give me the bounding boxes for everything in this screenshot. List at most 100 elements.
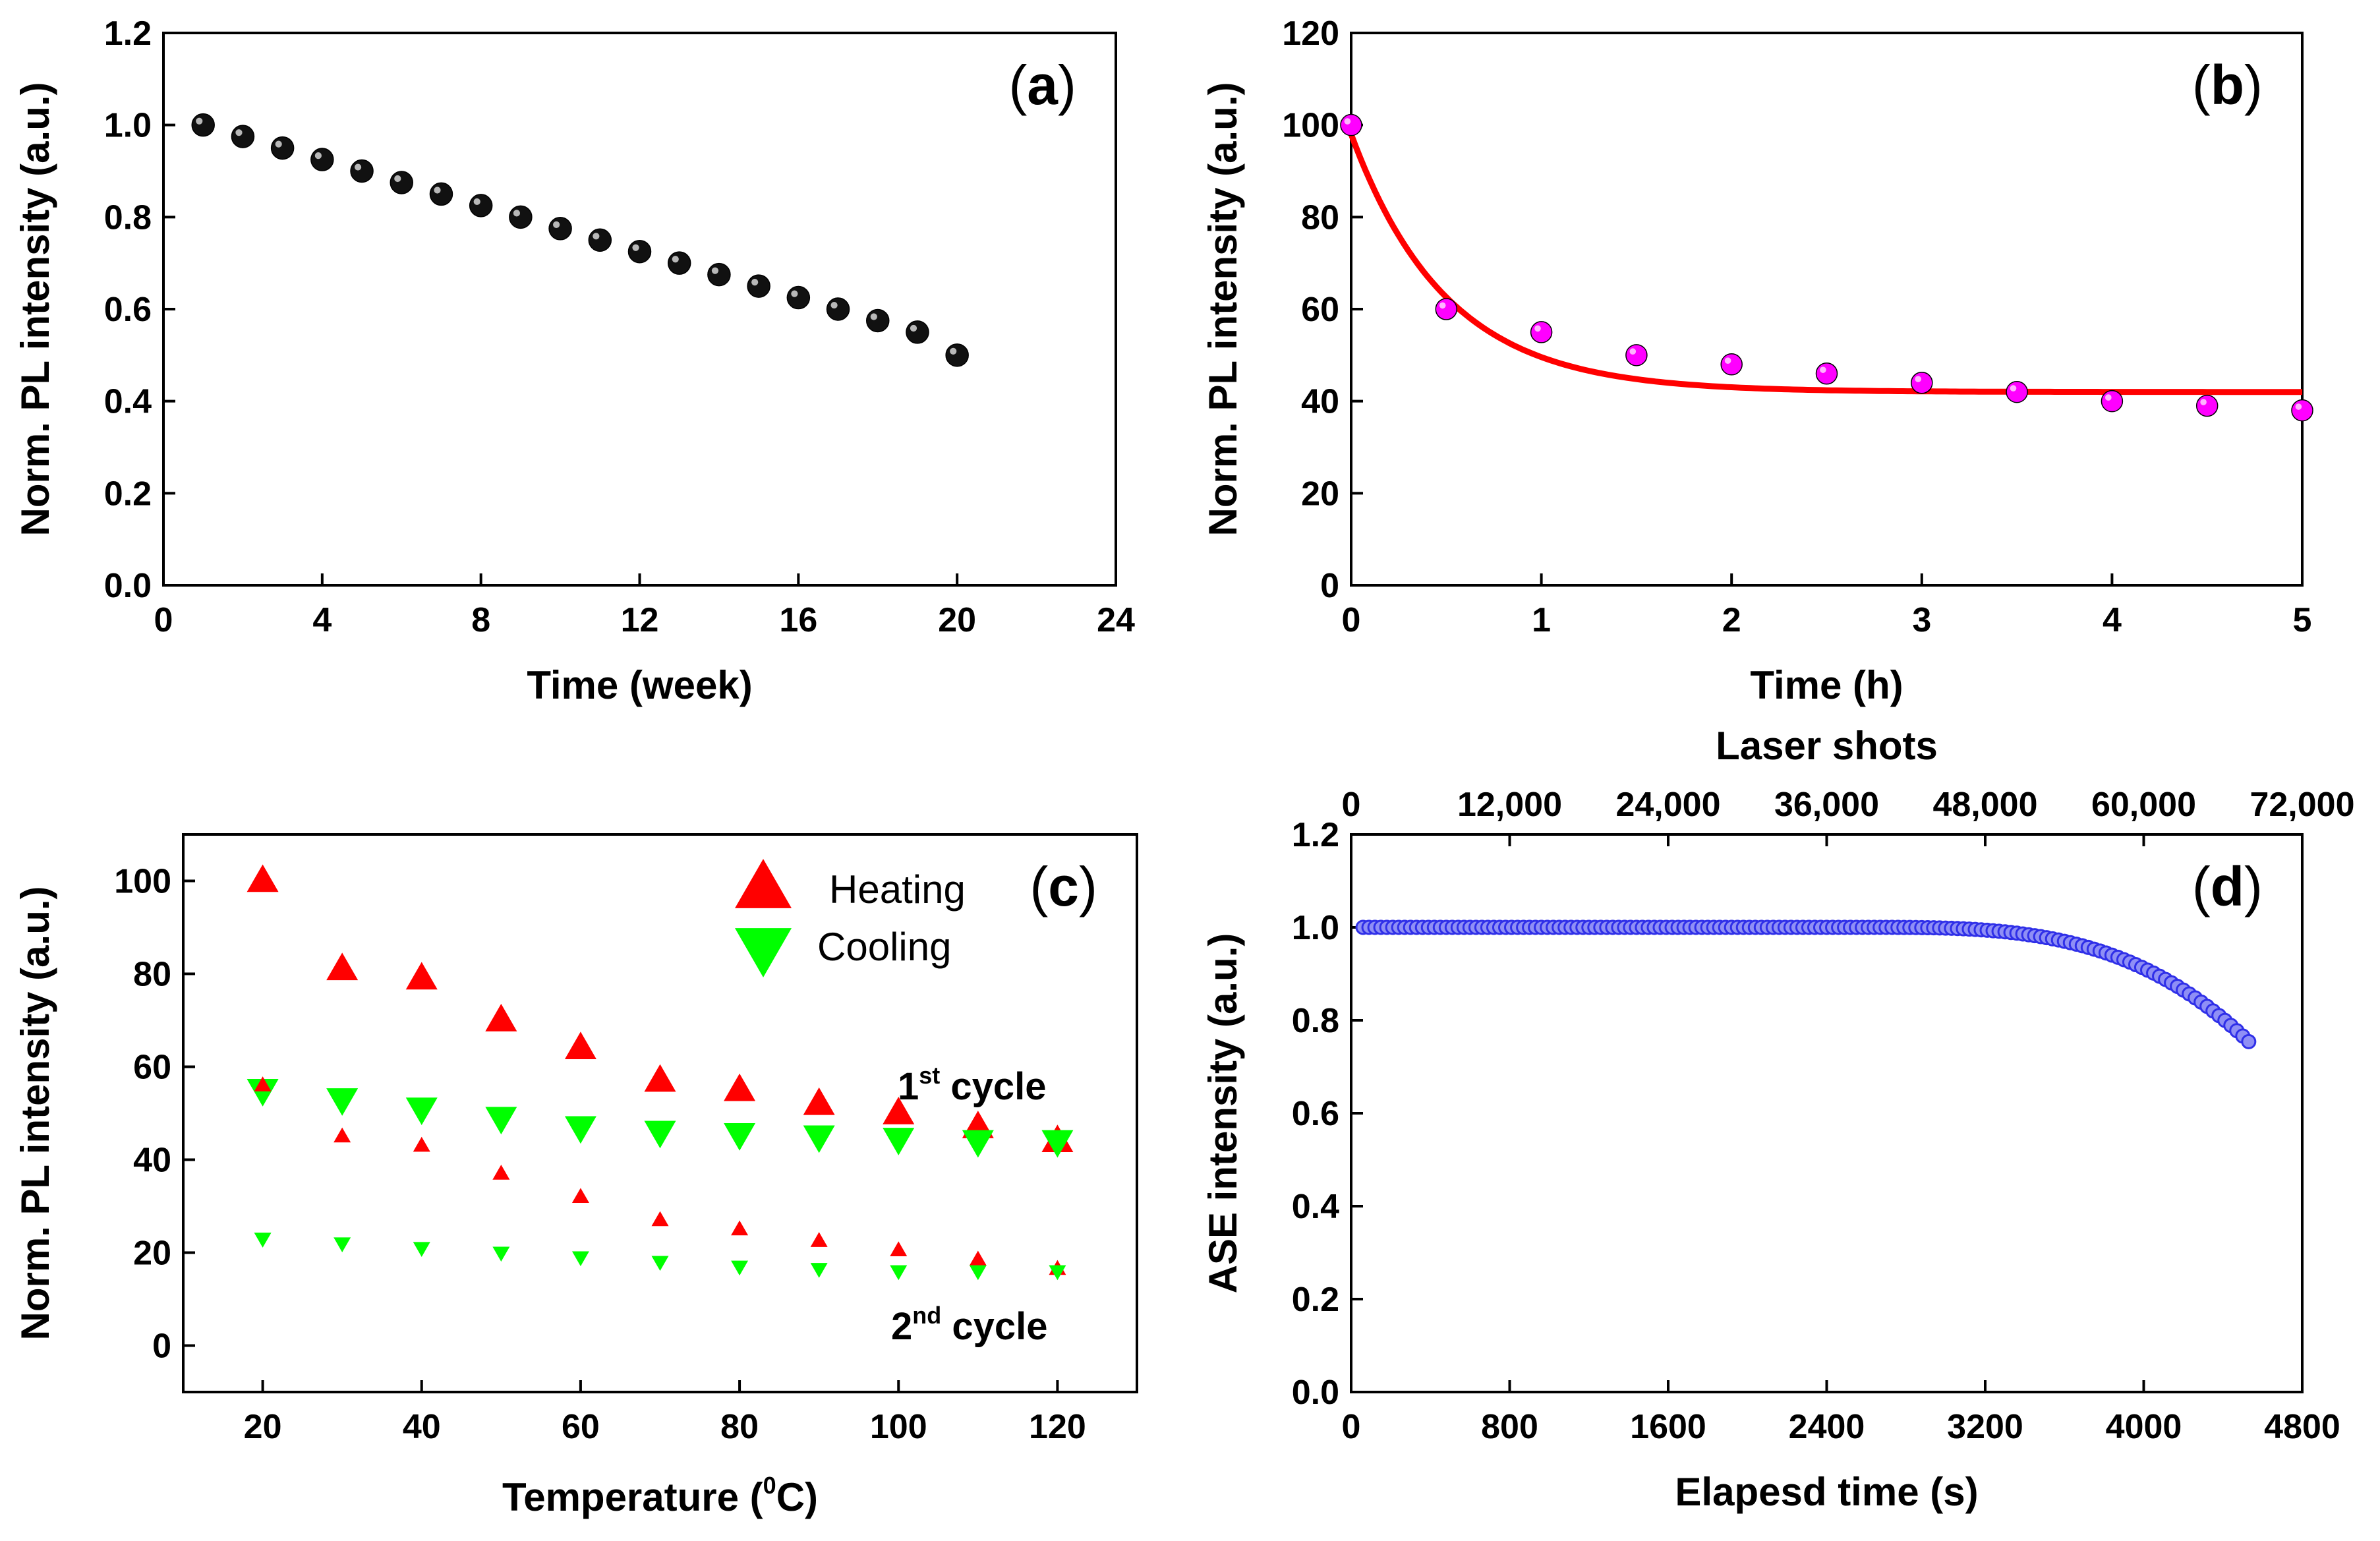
x-axis-label-tail: C): [776, 1475, 818, 1519]
data-point-heating: [485, 1003, 517, 1032]
data-point: [945, 343, 969, 367]
y-tick-label: 20: [133, 1235, 171, 1273]
annotation-1st-cycle: 1st cycle: [898, 1062, 1047, 1108]
data-point-highlight: [235, 129, 243, 136]
annotation-2nd-num: 2: [891, 1305, 912, 1348]
data-point: [627, 239, 652, 264]
x-tick-label: 4000: [2106, 1408, 2182, 1446]
data-point-cooling: [485, 1107, 517, 1135]
data-point-highlight: [434, 187, 441, 194]
data-point: [390, 171, 413, 194]
data-point-highlight: [1629, 348, 1637, 355]
y-tick-label: 80: [1301, 198, 1339, 237]
y-tick-label: 1.0: [104, 107, 152, 145]
legend-heating-label: Heating: [829, 867, 966, 912]
x2-axis-label: Laser shots: [1716, 724, 1938, 768]
data-point-cooling: [810, 1263, 828, 1278]
panel-label-letter: d: [2211, 856, 2244, 917]
data-point-highlight: [513, 210, 521, 217]
y-tick-label: 1.2: [104, 15, 152, 53]
x-tick-label: 0: [1342, 1408, 1361, 1446]
data-point-heating: [413, 1136, 430, 1152]
y-tick-label: 60: [1301, 291, 1339, 329]
data-point: [2291, 399, 2313, 422]
y-axis-label: Norm. PL intensity (a.u.): [13, 82, 57, 537]
data-point-heating: [810, 1232, 828, 1247]
y-tick-label: 0.4: [1292, 1188, 1339, 1226]
data-point-heating: [326, 952, 359, 981]
panel-label-letter: b: [2211, 54, 2244, 116]
x-tick-label: 3: [1912, 601, 1931, 639]
y-tick-label: 40: [133, 1142, 171, 1180]
y-tick-label: 0.0: [104, 567, 152, 605]
x2-tick-label: 12,000: [1457, 786, 1562, 824]
data-point: [588, 228, 612, 252]
data-point: [270, 136, 295, 160]
data-point: [906, 320, 929, 344]
data-point-cooling: [724, 1123, 756, 1151]
data-point-cooling: [890, 1265, 908, 1281]
data-point: [2241, 1033, 2257, 1049]
data-point: [786, 285, 811, 310]
data-point: [1340, 113, 1362, 136]
data-point-highlight: [354, 163, 362, 171]
legend-cooling-marker: [735, 928, 792, 977]
data-point-highlight: [1344, 118, 1351, 125]
data-point: [1911, 371, 1933, 394]
data-point-highlight: [791, 290, 798, 297]
data-point: [509, 205, 533, 229]
data-point: [667, 251, 691, 275]
data-point-cooling: [731, 1260, 749, 1276]
data-point-cooling: [413, 1242, 430, 1258]
x-tick-label: 3200: [1947, 1408, 2023, 1446]
data-point-highlight: [473, 198, 480, 206]
data-point-highlight: [711, 267, 719, 274]
y-tick-label: 40: [1301, 383, 1339, 421]
data-point-heating: [564, 1032, 596, 1060]
plot-frame-d: [1350, 833, 2304, 1393]
data-point: [1720, 353, 1743, 376]
data-point-heating: [644, 1064, 676, 1092]
data-point-cooling: [962, 1130, 994, 1158]
data-point: [826, 297, 850, 321]
data-point-heating: [883, 1096, 915, 1124]
data-point: [1435, 298, 1458, 320]
y-tick-label: 100: [1282, 107, 1339, 145]
annotation-2nd-word: cycle: [941, 1305, 1047, 1348]
x-tick-label: 5: [2293, 601, 2312, 639]
x-tick-label: 2: [1722, 601, 1741, 639]
plot-frame-c: [182, 833, 1138, 1393]
panel-label: (c): [1030, 856, 1097, 917]
panel-label-close: ): [1058, 54, 1076, 116]
panel-label-open: (: [2192, 54, 2211, 116]
panel-a-chart: 0 4 8 12 16 20 24 0.0 0.2 0.4 0.6 0.8 1.0 1.2 Time (we…: [13, 15, 1135, 707]
data-point-cooling: [405, 1097, 438, 1126]
data-point-cooling: [651, 1256, 669, 1271]
panel-label-close: ): [2244, 54, 2263, 116]
y-tick-label: 120: [1282, 15, 1339, 53]
data-point-highlight: [275, 140, 282, 148]
data-point-highlight: [2200, 399, 2207, 405]
data-point: [2101, 390, 2124, 413]
x2-tick-label: 72,000: [2249, 786, 2354, 824]
x-axis-label: Time (h): [1750, 663, 1903, 707]
x-axis-label: Time (week): [527, 663, 752, 707]
data-point-highlight: [1724, 357, 1731, 364]
x-axis-label: Elapesd time (s): [1675, 1470, 1978, 1514]
data-point: [310, 148, 334, 171]
panel-label-open: (: [1008, 54, 1027, 116]
x-tick-label: 40: [403, 1408, 441, 1446]
panel-label-close: ): [1079, 856, 1097, 917]
data-point: [231, 125, 255, 148]
x-tick-label: 100: [870, 1408, 927, 1446]
y-tick-label: 0.2: [104, 475, 152, 513]
data-point-cooling: [883, 1128, 915, 1155]
x2-tick-label: 60,000: [2091, 786, 2196, 824]
x-axis-label: Temperature (0C): [502, 1472, 818, 1519]
data-point-heating: [724, 1073, 756, 1101]
panel-b-chart: 0 1 2 3 4 5 0 20 40 60 80 100 120 Time (h) Norm. PL in…: [1201, 15, 2313, 707]
data-point: [2195, 394, 2219, 417]
data-point-cooling: [254, 1233, 272, 1248]
